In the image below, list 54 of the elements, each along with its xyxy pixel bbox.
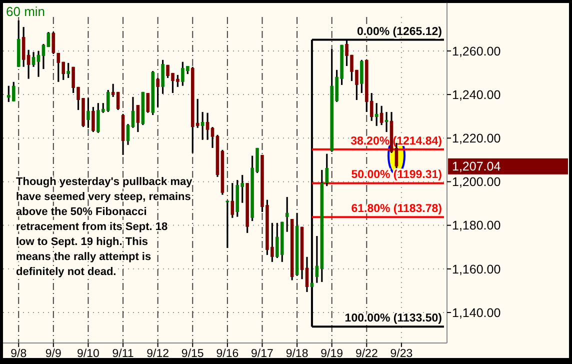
x-tick-label: 9/17 (251, 348, 274, 360)
candlestick (226, 200, 230, 249)
candlestick (36, 50, 40, 78)
y-tick-label: 1,160.00 (452, 262, 501, 276)
candlestick (206, 112, 210, 141)
candlestick (210, 126, 214, 149)
candlestick (200, 111, 204, 141)
x-tick-label: 9/23 (390, 348, 413, 360)
candlestick (380, 105, 384, 126)
candlestick (111, 83, 115, 98)
candlestick (52, 31, 56, 55)
candlestick (325, 153, 329, 187)
candlestick (116, 91, 120, 111)
y-tick-label: 1,200.00 (452, 175, 501, 190)
y-tick-label: 1,220.00 (452, 132, 501, 146)
x-tick-label: 9/10 (77, 348, 100, 360)
y-tick-label: 1,260.00 (452, 44, 501, 58)
x-tick-label: 9/16 (216, 348, 239, 360)
candlestick (146, 92, 150, 114)
x-tick-label: 9/8 (10, 348, 27, 360)
ref-line-label: 0.00% (1265.12) (356, 26, 442, 38)
chart-title: 60 min (6, 4, 46, 19)
ref-line-label: 61.80% (1183.78) (351, 203, 442, 216)
candlestick (131, 96, 135, 129)
y-tick-label: 1,140.00 (452, 306, 501, 320)
candlestick (315, 235, 319, 284)
candlestick (22, 26, 26, 68)
candlestick (92, 106, 95, 133)
candlestick (26, 49, 30, 80)
y-tick-label: 1,240.00 (452, 88, 501, 102)
x-tick-label: 9/9 (45, 348, 62, 360)
candlestick (42, 43, 46, 70)
candlestick (86, 97, 90, 129)
candlestick (360, 59, 364, 94)
x-tick-label: 9/15 (181, 348, 204, 360)
candlestick (230, 182, 234, 219)
x-tick-label: 9/19 (320, 348, 344, 360)
y-tick-label: 1,180.00 (452, 218, 501, 233)
x-tick-label: 9/22 (355, 348, 378, 360)
x-tick-label: 9/18 (286, 348, 308, 360)
candlestick (384, 111, 388, 133)
candlestick (32, 51, 36, 68)
x-tick-label: 9/11 (112, 348, 134, 360)
candlestick (66, 62, 70, 79)
candlestick (161, 59, 164, 95)
candlestick (156, 77, 160, 108)
x-tick-label: 9/12 (146, 348, 170, 360)
ref-line-label: 100.00% (1133.50) (344, 312, 442, 325)
candlestick (46, 31, 50, 48)
candlestick (126, 123, 130, 146)
candlestick (374, 102, 378, 127)
candlestick (136, 104, 140, 133)
text: 1,207.04 (452, 160, 501, 174)
candlestick (305, 256, 309, 293)
